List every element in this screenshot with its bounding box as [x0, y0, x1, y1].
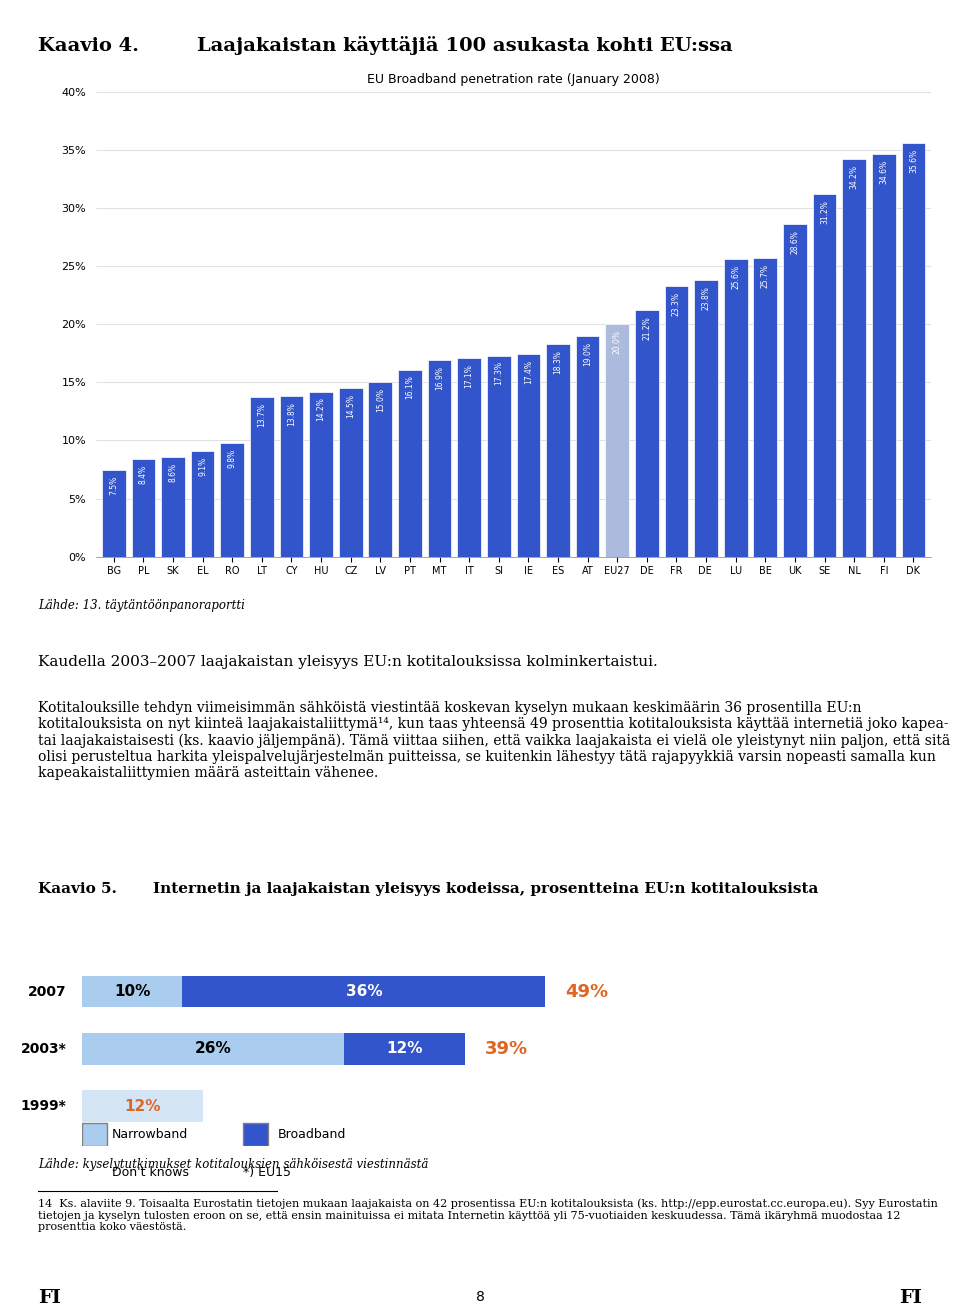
Text: 13.7%: 13.7%: [257, 403, 266, 427]
Text: Don't knows: Don't knows: [111, 1166, 189, 1179]
Text: 17.1%: 17.1%: [465, 364, 473, 388]
Text: 23.3%: 23.3%: [672, 292, 681, 316]
Text: 34.6%: 34.6%: [879, 160, 888, 185]
Text: 7.5%: 7.5%: [109, 476, 118, 495]
Text: FI: FI: [38, 1289, 61, 1307]
Text: 2007: 2007: [28, 985, 66, 998]
Bar: [872, 155, 896, 557]
Bar: [901, 143, 925, 557]
Text: 9.8%: 9.8%: [228, 448, 237, 468]
Text: 15.0%: 15.0%: [375, 388, 385, 413]
Bar: [842, 159, 866, 557]
Text: *) EU15: *) EU15: [243, 1166, 291, 1179]
Text: 36%: 36%: [346, 984, 382, 1000]
Bar: [344, 1034, 465, 1065]
Text: Laajakaistan käyttäjiä 100 asukasta kohti EU:ssa: Laajakaistan käyttäjiä 100 asukasta koht…: [198, 37, 733, 55]
Text: 25.7%: 25.7%: [761, 263, 770, 288]
Text: 17.4%: 17.4%: [524, 360, 533, 384]
Bar: [724, 259, 748, 557]
Text: Kaavio 4.: Kaavio 4.: [38, 37, 139, 55]
Text: 34.2%: 34.2%: [850, 165, 858, 189]
Text: 14  Ks. alaviite 9. Toisaalta Eurostatin tietojen mukaan laajakaista on 42 prose: 14 Ks. alaviite 9. Toisaalta Eurostatin …: [38, 1199, 938, 1233]
FancyBboxPatch shape: [82, 1123, 107, 1146]
Bar: [487, 355, 511, 557]
Text: 8: 8: [475, 1290, 485, 1303]
Text: Kotitalouksille tehdyn viimeisimmän sähköistä viestintää koskevan kyselyn mukaan: Kotitalouksille tehdyn viimeisimmän sähk…: [38, 701, 950, 781]
Text: 39%: 39%: [485, 1040, 528, 1057]
Bar: [339, 388, 363, 557]
Bar: [309, 392, 333, 557]
Text: 9.1%: 9.1%: [198, 457, 207, 476]
Text: 18.3%: 18.3%: [554, 350, 563, 373]
Text: 16.9%: 16.9%: [435, 365, 444, 390]
Bar: [635, 310, 659, 557]
Text: 20.0%: 20.0%: [612, 330, 622, 354]
Text: 35.6%: 35.6%: [909, 148, 918, 173]
Bar: [221, 443, 244, 557]
Bar: [783, 224, 806, 557]
Text: 28.6%: 28.6%: [790, 231, 800, 254]
Text: Internetin ja laajakaistan yleisyys kodeissa, prosentteina EU:n kotitalouksista: Internetin ja laajakaistan yleisyys kode…: [154, 883, 819, 896]
Bar: [102, 469, 126, 557]
Text: Lähde: kyselytutkimukset kotitalouksien sähköisestä viestinnästä: Lähde: kyselytutkimukset kotitalouksien …: [38, 1158, 429, 1171]
Text: Narrowband: Narrowband: [111, 1128, 188, 1141]
Text: Kaavio 5.: Kaavio 5.: [38, 883, 117, 896]
Text: Lähde: 13. täytäntöönpanoraportti: Lähde: 13. täytäntöönpanoraportti: [38, 600, 245, 612]
Text: 26%: 26%: [194, 1041, 231, 1056]
Bar: [161, 457, 185, 557]
Bar: [250, 397, 274, 557]
Bar: [576, 335, 599, 557]
Text: 12%: 12%: [386, 1041, 422, 1056]
Bar: [82, 976, 182, 1007]
Text: 49%: 49%: [565, 982, 609, 1001]
Bar: [754, 258, 778, 557]
Bar: [191, 451, 214, 557]
Bar: [279, 397, 303, 557]
Bar: [82, 1090, 203, 1121]
Text: 14.5%: 14.5%: [347, 394, 355, 418]
Text: Broadband: Broadband: [278, 1128, 347, 1141]
Bar: [813, 194, 836, 557]
Text: 12%: 12%: [124, 1099, 160, 1114]
Bar: [457, 358, 481, 557]
Bar: [606, 325, 629, 557]
Text: 25.6%: 25.6%: [732, 265, 740, 290]
Text: 8.6%: 8.6%: [169, 462, 178, 482]
Bar: [369, 383, 393, 557]
Bar: [664, 286, 688, 557]
Text: 14.2%: 14.2%: [317, 397, 325, 422]
Text: 8.4%: 8.4%: [139, 465, 148, 483]
Text: 16.1%: 16.1%: [405, 376, 415, 400]
Text: 13.8%: 13.8%: [287, 402, 296, 426]
Text: 23.8%: 23.8%: [702, 286, 710, 309]
Text: 17.3%: 17.3%: [494, 362, 503, 385]
Bar: [516, 355, 540, 557]
Bar: [132, 458, 156, 557]
Text: FI: FI: [899, 1289, 922, 1307]
FancyBboxPatch shape: [243, 1123, 268, 1146]
Text: 31.2%: 31.2%: [820, 200, 829, 224]
Text: 1999*: 1999*: [21, 1099, 66, 1114]
Text: Kaudella 2003–2007 laajakaistan yleisyys EU:n kotitalouksissa kolminkertaistui.: Kaudella 2003–2007 laajakaistan yleisyys…: [38, 655, 659, 668]
Text: 21.2%: 21.2%: [642, 316, 652, 339]
Bar: [428, 360, 451, 557]
Text: 19.0%: 19.0%: [583, 342, 592, 365]
Bar: [694, 280, 718, 557]
Text: 10%: 10%: [114, 984, 150, 1000]
Bar: [82, 1034, 344, 1065]
Bar: [398, 369, 421, 557]
FancyBboxPatch shape: [82, 1161, 107, 1183]
Title: EU Broadband penetration rate (January 2008): EU Broadband penetration rate (January 2…: [368, 73, 660, 86]
Bar: [546, 345, 570, 557]
Bar: [182, 976, 545, 1007]
Text: 2003*: 2003*: [21, 1041, 66, 1056]
